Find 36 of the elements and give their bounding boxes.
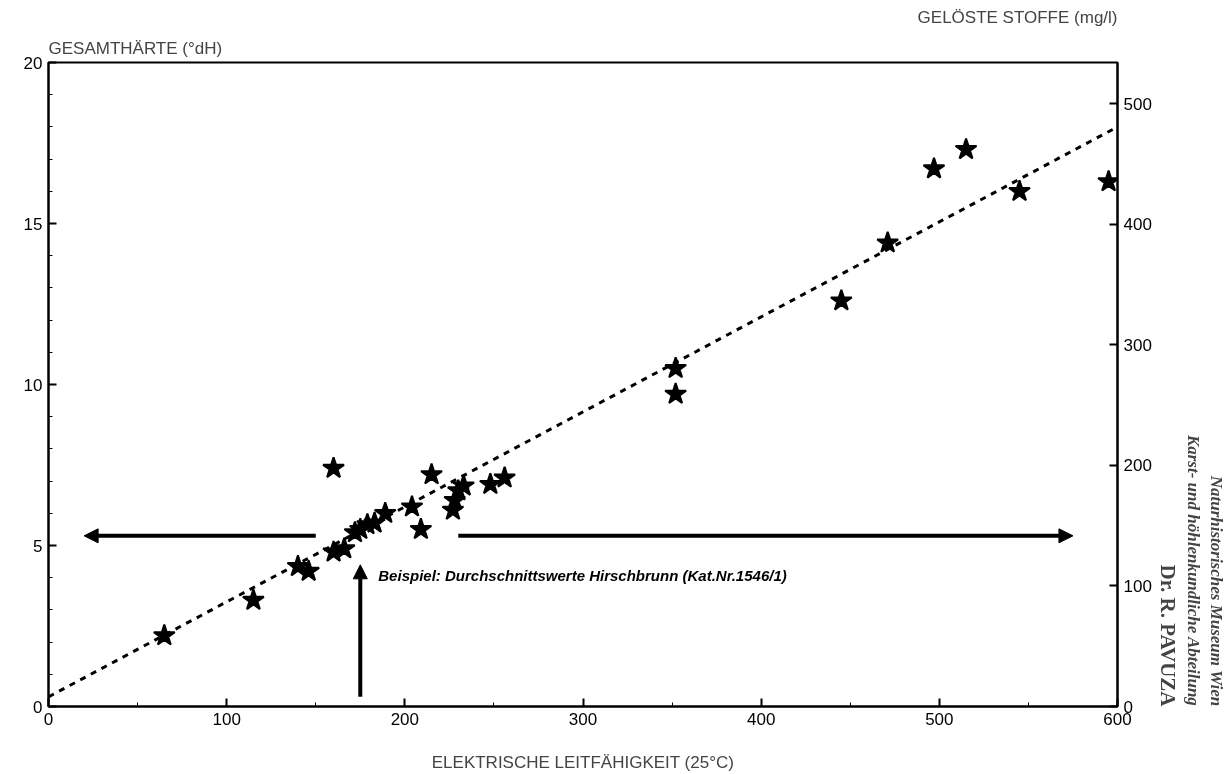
point [241,588,265,611]
x-tick-label: 200 [390,709,420,729]
y2-tick-label: 500 [1123,94,1152,114]
point [1008,179,1031,202]
point [922,156,946,179]
y-tick-label: 20 [23,53,43,73]
point [954,137,978,160]
y-tick-label: 5 [33,536,43,556]
x-tick-label: 500 [925,709,954,729]
y2-axis-title: GELÖSTE STOFFE (mg/l) [917,7,1118,27]
point [478,472,502,495]
point [493,465,517,488]
point [152,623,176,646]
x-tick-label: 300 [568,709,598,729]
y-axis-title: GESAMTHÄRTE (°dH) [48,38,223,58]
text: Dr. R. PAVUZA [1155,564,1180,708]
point [664,382,688,405]
y2-tick-label: 100 [1123,576,1152,596]
y2-tick-label: 300 [1123,335,1152,355]
point [664,356,688,379]
point [322,456,346,479]
y2-tick-label: 200 [1123,456,1152,476]
y-tick-label: 10 [23,375,43,395]
x-tick-label: 100 [212,709,241,729]
point [420,462,444,485]
y-tick-label: 15 [23,214,43,234]
x-axis-title: ELEKTRISCHE LEITFÄHIGKEIT (25°C) [431,752,734,772]
x-tick-label: 400 [746,709,776,729]
y2-tick-label: 400 [1123,215,1152,235]
point [409,517,433,540]
point [829,288,853,311]
annotation: Beispiel: Durchschnittswerte Hirschbrunn (Kat.Nr.1546/1) [378,567,787,585]
point [876,230,900,253]
text: Karst- und höhlenkundliche Abteilung [1183,433,1203,707]
point [400,494,424,517]
text: Naturhistorisches Museum Wien [1206,474,1226,707]
